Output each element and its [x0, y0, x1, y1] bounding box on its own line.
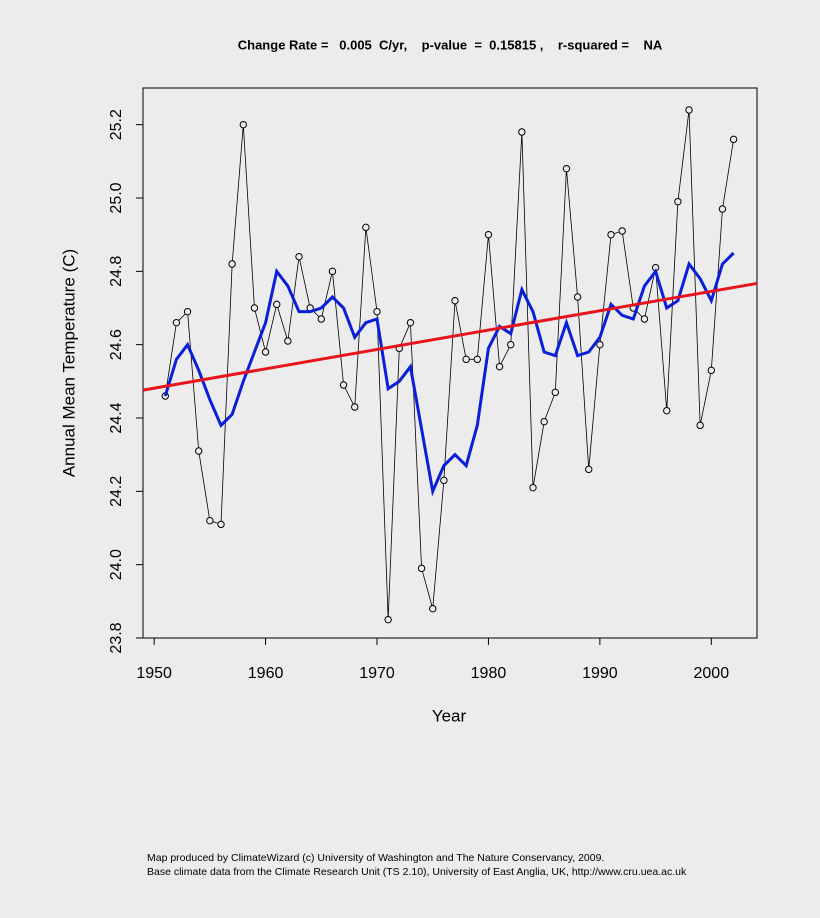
chart-title: Change Rate = 0.005 C/yr, p-value = 0.15… — [238, 37, 663, 52]
y-tick-label: 24.0 — [108, 549, 125, 580]
y-tick-label: 24.6 — [108, 329, 125, 360]
data-point — [640, 315, 649, 323]
x-tick-label: 1960 — [248, 665, 284, 682]
data-point — [328, 267, 337, 276]
data-point — [451, 296, 459, 305]
data-point — [228, 260, 236, 268]
data-point — [250, 304, 259, 312]
data-point — [495, 362, 504, 371]
data-point — [351, 403, 359, 411]
data-point — [295, 252, 303, 261]
y-tick-label: 24.4 — [108, 402, 125, 433]
data-point — [663, 406, 671, 415]
y-tick-label: 25.0 — [108, 182, 125, 213]
y-tick-label: 23.8 — [108, 622, 125, 653]
data-point — [417, 564, 426, 573]
x-axis-label: Year — [432, 706, 467, 725]
data-point — [429, 604, 437, 613]
data-point — [273, 300, 281, 309]
data-point — [618, 227, 626, 235]
y-tick-label: 24.8 — [108, 256, 125, 287]
data-point — [718, 205, 727, 213]
x-tick-label: 1970 — [359, 665, 395, 682]
data-point — [373, 307, 381, 316]
data-point — [339, 381, 348, 389]
data-point — [473, 355, 482, 364]
data-point — [585, 465, 593, 474]
data-point — [406, 318, 415, 327]
data-point — [384, 615, 392, 624]
x-tick-label: 1950 — [136, 665, 172, 682]
data-point — [707, 366, 716, 375]
data-point — [195, 447, 203, 455]
x-tick-label: 1980 — [471, 665, 507, 682]
y-tick-label: 25.2 — [108, 109, 125, 140]
footnote: Base climate data from the Climate Resea… — [147, 866, 687, 878]
data-point — [217, 520, 225, 529]
x-tick-label: 1990 — [582, 665, 618, 682]
y-axis-label: Annual Mean Temperature (C) — [59, 249, 78, 477]
x-tick-label: 2000 — [694, 665, 730, 682]
plot-frame — [142, 87, 758, 639]
data-point — [529, 483, 537, 492]
data-point — [674, 197, 682, 206]
data-point — [462, 355, 470, 364]
data-point — [573, 293, 582, 301]
data-point — [518, 128, 526, 136]
footnote: Map produced by ClimateWizard (c) Univer… — [147, 852, 604, 864]
data-point — [551, 388, 560, 397]
data-point — [696, 421, 704, 430]
data-point — [440, 476, 448, 485]
data-point — [206, 516, 214, 525]
data-point — [239, 120, 247, 129]
data-point — [596, 340, 604, 349]
data-point — [540, 417, 548, 426]
data-point — [562, 164, 571, 173]
data-point — [484, 230, 493, 239]
data-point — [183, 307, 192, 316]
data-point — [261, 348, 270, 356]
data-point — [607, 230, 615, 239]
data-point — [172, 318, 181, 327]
data-point — [317, 315, 325, 323]
data-point — [685, 106, 693, 114]
data-point — [729, 135, 738, 144]
series-line — [164, 109, 734, 620]
data-point — [284, 337, 292, 345]
data-point — [362, 223, 370, 232]
data-point — [507, 340, 515, 349]
y-tick-label: 24.2 — [108, 476, 125, 507]
series-line — [142, 281, 758, 392]
